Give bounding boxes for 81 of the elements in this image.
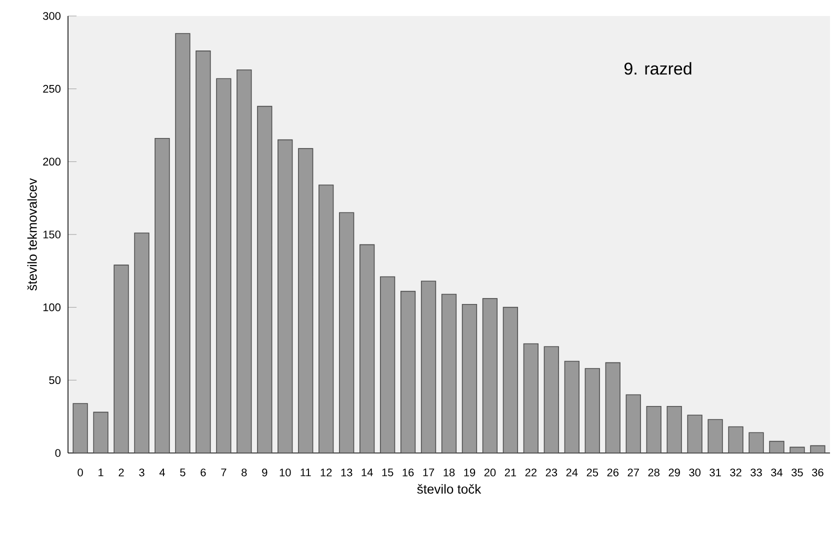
y-axis-title: število tekmovalcev: [27, 178, 37, 290]
x-tick-label: 2: [118, 468, 124, 476]
y-tick-label: 100: [43, 303, 60, 312]
y-tick-label: 150: [43, 230, 60, 238]
x-tick-label: 26: [607, 468, 619, 476]
bar: [626, 394, 641, 453]
y-tick-label: 300: [43, 12, 60, 20]
bar: [687, 414, 702, 453]
bar: [605, 362, 620, 453]
bar: [175, 33, 190, 453]
x-tick-label: 35: [792, 468, 803, 476]
x-tick-label: 0: [78, 468, 83, 476]
bar: [544, 346, 559, 453]
bar: [400, 290, 416, 453]
x-tick-label: 30: [689, 468, 700, 476]
bar: [564, 360, 580, 453]
bar: [196, 50, 211, 453]
bar: [666, 406, 682, 453]
bar: [523, 343, 539, 453]
bar: [114, 264, 129, 453]
bar: [646, 406, 662, 453]
x-tick-label: 9: [262, 468, 268, 476]
x-tick-label: 20: [484, 468, 496, 476]
bar: [748, 432, 764, 453]
x-tick-label: 24: [566, 468, 578, 476]
bar: [298, 148, 314, 453]
x-tick-label: 34: [771, 468, 783, 476]
y-tick-label: 250: [43, 84, 60, 93]
x-tick-label: 22: [525, 468, 537, 476]
bar: [134, 232, 150, 453]
x-tick-label: 1: [98, 468, 104, 476]
bar: [93, 412, 108, 453]
x-tick-label: 18: [444, 468, 455, 476]
bar: [502, 306, 518, 453]
x-axis-title: število točk: [417, 484, 482, 494]
bar: [708, 419, 723, 453]
x-tick-label: 14: [362, 468, 373, 476]
bar: [216, 78, 232, 453]
bar: [236, 69, 252, 453]
x-tick-label: 27: [628, 468, 639, 476]
x-tick-label: 32: [730, 468, 742, 476]
x-tick-label: 4: [159, 468, 165, 476]
bar: [360, 244, 375, 453]
x-tick-label: 36: [812, 468, 824, 476]
x-tick-label: 23: [546, 468, 558, 476]
bar: [318, 184, 334, 453]
bar: [728, 426, 744, 453]
x-tick-label: 3: [139, 468, 144, 476]
x-tick-label: 31: [710, 468, 721, 476]
x-tick-label: 28: [648, 468, 660, 476]
bar: [154, 138, 170, 453]
x-tick-label: 6: [200, 468, 206, 476]
x-tick-label: 33: [750, 468, 762, 476]
bar: [72, 403, 88, 453]
x-tick-label: 13: [341, 468, 352, 476]
bar: [462, 304, 478, 453]
bar: [420, 280, 436, 453]
y-tick-label: 0: [55, 449, 61, 457]
y-tick-label: 200: [43, 158, 60, 166]
x-tick-label: 8: [242, 468, 247, 476]
bar: [278, 139, 293, 453]
x-tick-label: 25: [586, 468, 598, 476]
x-tick-label: 5: [180, 468, 186, 476]
x-tick-label: 7: [221, 468, 226, 476]
x-tick-label: 19: [464, 468, 476, 476]
bar: [441, 294, 457, 453]
bar: [257, 106, 272, 453]
bar: [339, 212, 354, 453]
bar: [482, 298, 498, 453]
bar: [380, 276, 396, 453]
x-tick-label: 15: [382, 468, 394, 476]
x-tick-label: 11: [300, 468, 311, 476]
annotation: 9. razred: [624, 62, 692, 75]
bar: [584, 368, 600, 453]
x-tick-label: 17: [423, 468, 434, 476]
x-tick-label: 12: [320, 468, 332, 476]
x-tick-label: 16: [402, 468, 414, 476]
x-tick-label: 21: [504, 468, 516, 476]
x-tick-label: 29: [668, 468, 680, 476]
x-tick-label: 10: [280, 468, 291, 476]
y-tick-label: 50: [49, 376, 60, 384]
